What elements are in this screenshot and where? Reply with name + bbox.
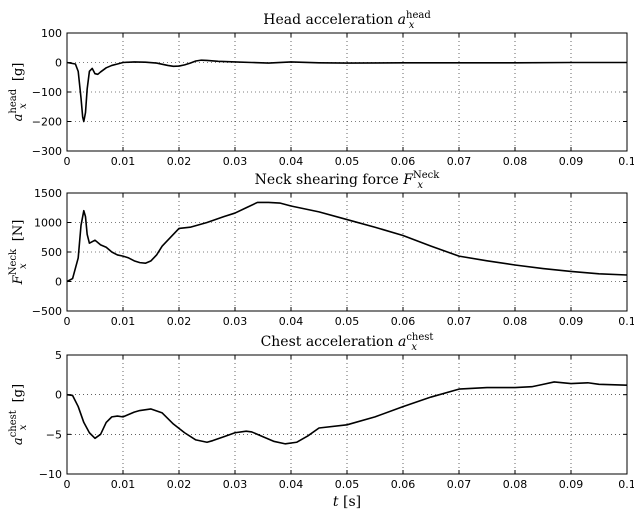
chart-title: Head acceleration ahead x: [263, 10, 431, 31]
y-tick-label: 500: [41, 246, 62, 259]
y-tick-label: −10: [39, 468, 62, 481]
x-axis-label: t [s]: [333, 494, 361, 510]
x-tick-label: 0.1: [618, 478, 634, 491]
series-line: [66, 201, 628, 283]
x-tick-label: 0.07: [447, 315, 472, 328]
x-tick-label: 0.01: [111, 155, 136, 168]
y-axis-label: achestx [g]: [8, 384, 29, 445]
y-axis-label: FNeckx [N]: [8, 220, 29, 286]
x-tick-label: 0.07: [447, 155, 472, 168]
head-acceleration-plot: 0 0.01 0.02 0.03 0.04 0.05 0.06 0.07 0.08 0.09 0.1…: [8, 10, 634, 168]
x-tick-label: 0: [64, 478, 71, 491]
x-tick-label: 0.04: [279, 478, 304, 491]
x-tick-label: 0.02: [167, 478, 192, 491]
x-tick-label: 0.1: [618, 315, 634, 328]
x-tick-label: 0.06: [391, 155, 416, 168]
x-tick-label: 0.04: [279, 155, 304, 168]
x-tick-label: 0.05: [335, 155, 360, 168]
chest-acceleration-plot: 0 0.01 0.02 0.03 0.04 0.05 0.06 0.07 0.08 0.09 0.1…: [8, 332, 634, 510]
x-tick-label: 0.01: [111, 315, 136, 328]
chart-title: Neck shearing force FNeck x: [255, 170, 441, 191]
x-tick-label: 0.04: [279, 315, 304, 328]
y-tick-label: 5: [55, 349, 62, 362]
y-tick-label: 100: [41, 27, 62, 40]
plot-frame: [66, 354, 628, 475]
x-tick-label: 0.1: [618, 155, 634, 168]
x-tick-label: 0.02: [167, 315, 192, 328]
series-line: [66, 381, 628, 445]
series-line: [66, 59, 627, 123]
x-tick-label: 0.01: [111, 478, 136, 491]
x-tick-label: 0.06: [391, 478, 416, 491]
y-tick-label: −200: [32, 116, 62, 129]
x-tick-label: 0.06: [391, 315, 416, 328]
x-tick-label: 0.07: [447, 478, 472, 491]
y-tick-label: 1000: [34, 217, 62, 230]
y-tick-label: −100: [32, 86, 62, 99]
y-tick-label: 1500: [34, 187, 62, 200]
x-tick-label: 0.03: [223, 478, 248, 491]
neck-shearing-force-plot: 0 0.01 0.02 0.03 0.04 0.05 0.06 0.07 0.08 0.09 0.1…: [8, 170, 634, 328]
x-tick-label: 0.08: [503, 478, 528, 491]
y-tick-label: −500: [32, 305, 62, 318]
y-tick-label: 0: [55, 57, 62, 70]
y-axis-label: aheadx [g]: [8, 63, 29, 122]
x-tick-label: 0.09: [559, 478, 584, 491]
x-tick-label: 0.05: [335, 478, 360, 491]
x-tick-label: 0.09: [559, 155, 584, 168]
x-tick-label: 0.03: [223, 315, 248, 328]
x-tick-label: 0.03: [223, 155, 248, 168]
x-tick-label: 0.09: [559, 315, 584, 328]
y-tick-label: −5: [46, 428, 62, 441]
y-tick-label: 0: [55, 389, 62, 402]
chart-title: Chest acceleration achest x: [261, 332, 434, 353]
x-tick-label: 0: [64, 155, 71, 168]
x-tick-label: 0.08: [503, 315, 528, 328]
x-tick-label: 0.02: [167, 155, 192, 168]
y-tick-label: 0: [55, 276, 62, 289]
x-tick-label: 0.08: [503, 155, 528, 168]
y-tick-label: −300: [32, 145, 62, 158]
x-tick-label: 0: [64, 315, 71, 328]
x-tick-label: 0.05: [335, 315, 360, 328]
